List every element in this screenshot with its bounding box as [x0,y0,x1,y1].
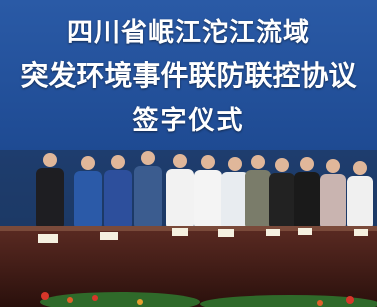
banner-line: 四川省岷江沱江流域 [0,12,377,49]
table-edge [0,226,377,231]
banner-line: 突发环境事件联防联控协议 [0,54,377,94]
banner-line: 签字仪式 [0,100,377,137]
photo: 四川省岷江沱江流域 突发环境事件联防联控协议 签字仪式 [0,0,377,307]
